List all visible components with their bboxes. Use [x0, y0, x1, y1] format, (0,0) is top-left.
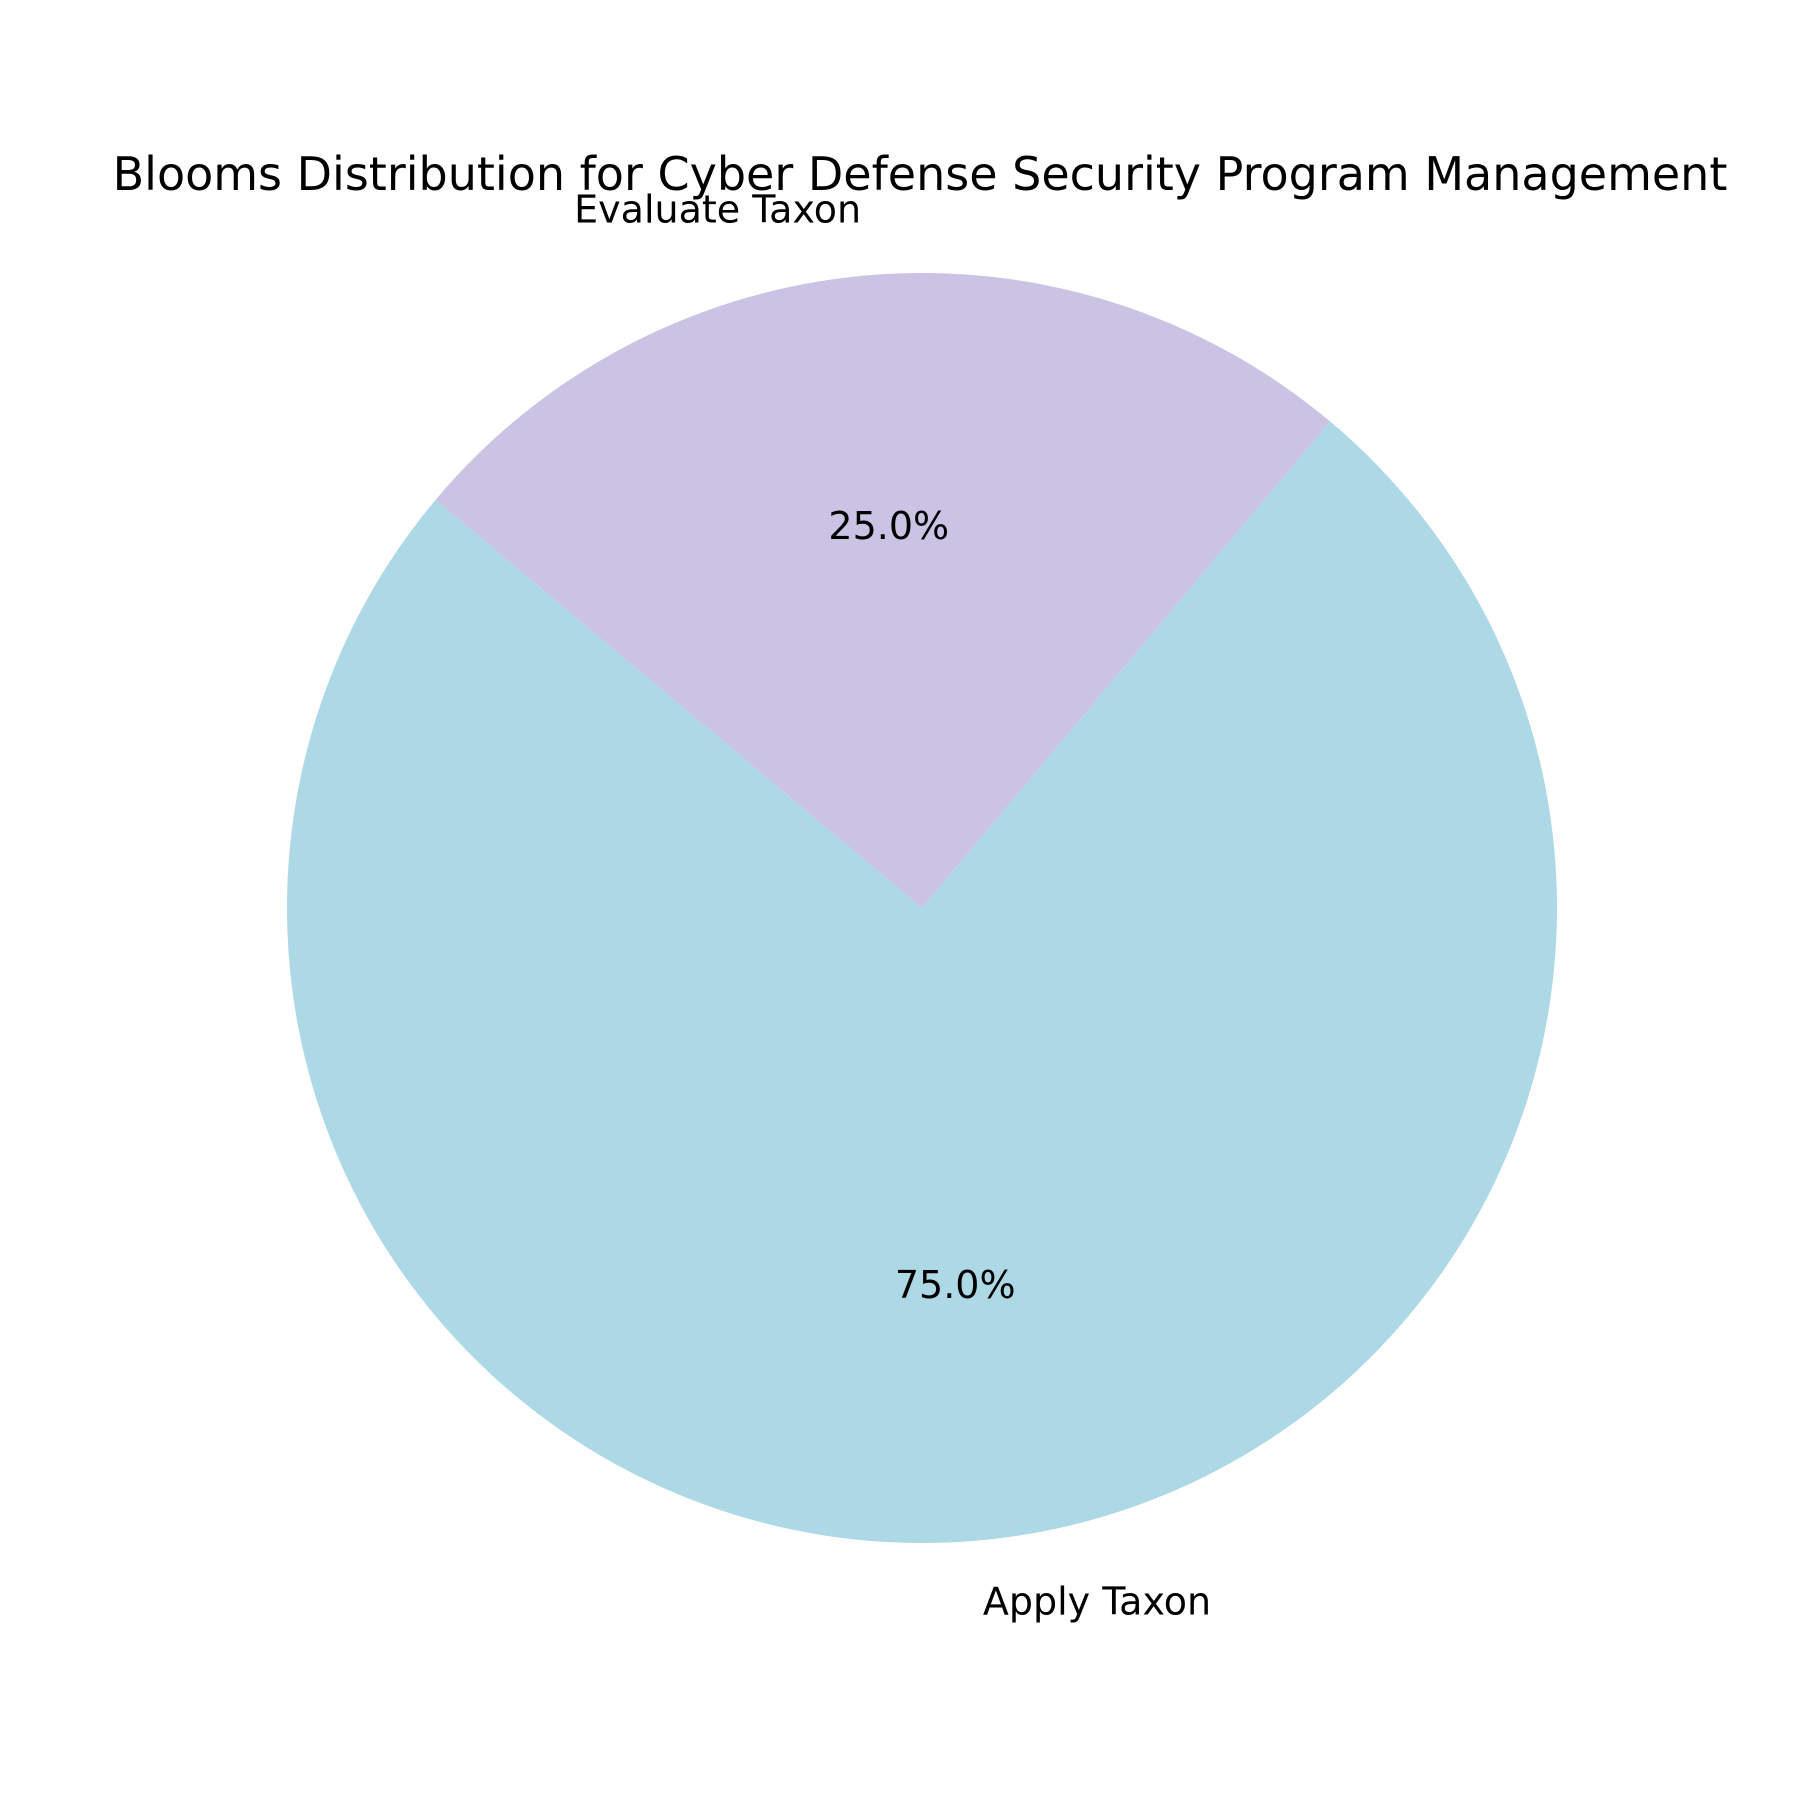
slice-percent-label: 25.0%	[828, 504, 949, 548]
pie-slice-evaluate-taxon	[435, 272, 1331, 908]
pie-labels: Apply Taxon 75.0% Evaluate Taxon 25.0%	[574, 188, 1211, 1624]
chart-title: Blooms Distribution for Cyber Defense Se…	[113, 147, 1728, 201]
slice-label: Evaluate Taxon	[574, 188, 861, 232]
pie-slice-apply-taxon	[286, 421, 1557, 1543]
pie-slices	[286, 272, 1557, 1543]
slice-percent-label: 75.0%	[895, 1263, 1016, 1307]
slice-label: Apply Taxon	[983, 1579, 1211, 1623]
